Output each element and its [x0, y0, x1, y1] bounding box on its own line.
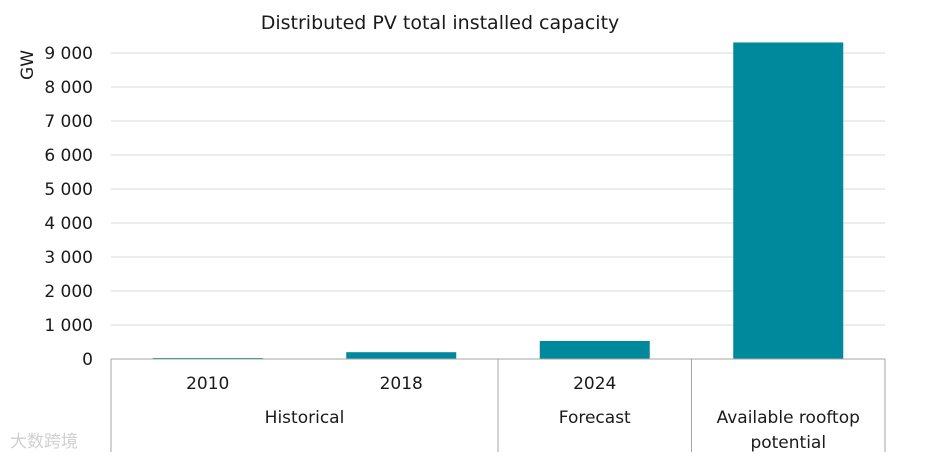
bar-2010: [152, 357, 263, 359]
y-tick-label: 2 000: [44, 282, 93, 302]
x-tick-label: 2024: [573, 374, 616, 394]
chart-title: Distributed PV total installed capacity: [261, 12, 620, 34]
x-tick-label: 2010: [186, 374, 229, 394]
y-tick-label: 0: [82, 350, 93, 370]
watermark: 大数跨境: [10, 432, 78, 452]
bar-rooftop-potential: [733, 42, 844, 360]
y-tick-label: 9 000: [44, 44, 93, 64]
bar-2018: [346, 352, 457, 359]
y-tick-label: 4 000: [44, 214, 93, 234]
y-tick-label: 1 000: [44, 316, 93, 336]
group-label: Historical: [265, 408, 345, 428]
y-tick-label: 3 000: [44, 248, 93, 268]
group-label: Forecast: [559, 408, 631, 428]
bar-2024: [539, 340, 650, 359]
group-label: Available rooftop potential: [717, 408, 860, 453]
y-tick-label: 6 000: [44, 146, 93, 166]
y-axis-label: GW: [18, 50, 38, 80]
y-tick-label: 8 000: [44, 78, 93, 98]
y-tick-label: 5 000: [44, 180, 93, 200]
y-tick-label: 7 000: [44, 112, 93, 132]
x-tick-label: 2018: [380, 374, 423, 394]
